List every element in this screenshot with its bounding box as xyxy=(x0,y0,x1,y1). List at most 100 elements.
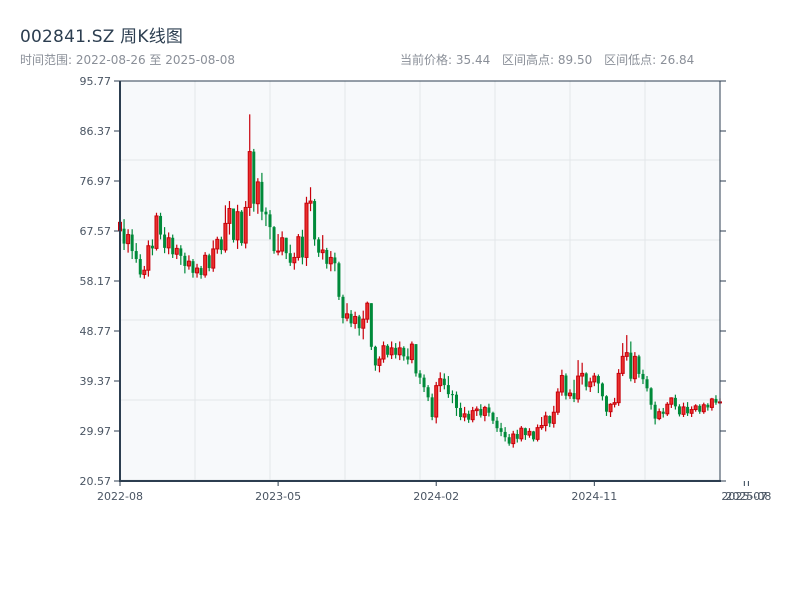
candle xyxy=(470,406,475,423)
candle xyxy=(434,381,439,424)
candle xyxy=(487,403,491,417)
candle xyxy=(507,434,511,446)
candle xyxy=(515,429,519,443)
x-tick-label: 2025-08 xyxy=(725,490,771,503)
candle xyxy=(159,212,163,240)
candle xyxy=(373,345,377,371)
candle xyxy=(247,114,252,216)
candle xyxy=(653,401,657,425)
candle xyxy=(357,314,361,336)
candle xyxy=(255,178,260,214)
y-tick-label: 67.57 xyxy=(80,225,112,238)
candle xyxy=(345,303,350,322)
candle xyxy=(260,172,264,221)
candle xyxy=(337,261,341,300)
candle xyxy=(183,252,187,274)
candle xyxy=(616,369,621,406)
candle xyxy=(612,397,617,408)
candle xyxy=(645,376,649,392)
candle xyxy=(588,377,593,393)
candle xyxy=(551,405,556,428)
candle xyxy=(632,352,637,383)
candle xyxy=(686,402,690,416)
candle xyxy=(714,395,718,405)
candle xyxy=(280,231,285,256)
candle xyxy=(333,252,337,272)
candle xyxy=(166,232,171,255)
candle xyxy=(495,417,499,432)
candle xyxy=(389,341,394,360)
candle xyxy=(596,374,600,394)
candle xyxy=(523,427,527,440)
candle xyxy=(503,427,507,442)
candle xyxy=(252,148,256,212)
candle xyxy=(649,387,653,410)
candle xyxy=(689,406,694,418)
y-tick-label: 20.57 xyxy=(80,475,112,488)
candle xyxy=(576,360,581,403)
x-tick-label: 2023-05 xyxy=(255,490,301,503)
candle xyxy=(511,430,516,448)
candle xyxy=(174,244,179,260)
x-tick-label: 2025-07 xyxy=(721,490,767,503)
current-price: 当前价格: 35.44 xyxy=(400,53,491,67)
candle xyxy=(142,265,147,279)
y-tick-label: 76.97 xyxy=(80,175,112,188)
candle xyxy=(207,253,211,272)
candle xyxy=(146,240,151,277)
y-tick-label: 86.37 xyxy=(80,125,112,138)
candle xyxy=(240,210,244,246)
x-tick-label: 2024-02 xyxy=(413,490,459,503)
candle xyxy=(620,343,625,377)
y-tick-label: 48.77 xyxy=(80,325,112,338)
candle xyxy=(304,196,309,266)
candle xyxy=(215,236,220,254)
candle xyxy=(292,252,297,270)
x-tick-label: 2022-08 xyxy=(97,490,143,503)
candle xyxy=(235,204,240,249)
candle xyxy=(462,406,467,422)
y-tick-label: 39.37 xyxy=(80,375,112,388)
candle xyxy=(527,428,532,438)
candle xyxy=(438,372,443,393)
candle xyxy=(482,405,487,422)
y-tick-label: 95.77 xyxy=(80,75,112,88)
candle xyxy=(126,229,131,253)
candle xyxy=(394,343,398,359)
candle xyxy=(232,208,236,243)
candle xyxy=(272,226,276,254)
candle xyxy=(397,341,402,361)
candle xyxy=(604,395,608,416)
candle xyxy=(539,417,544,430)
candle xyxy=(365,301,370,323)
candle xyxy=(661,407,665,418)
candle xyxy=(669,397,674,408)
candle xyxy=(328,251,333,272)
candle xyxy=(353,311,358,329)
candle xyxy=(203,252,208,278)
candle xyxy=(706,403,710,411)
candle xyxy=(313,198,317,246)
candle xyxy=(629,341,633,382)
candle xyxy=(519,426,524,442)
candle xyxy=(223,205,228,253)
candle xyxy=(154,212,159,251)
candle xyxy=(459,402,463,421)
candle xyxy=(268,210,272,240)
candle xyxy=(698,404,702,414)
candle xyxy=(446,376,450,398)
candle xyxy=(677,404,681,417)
candle xyxy=(665,402,670,416)
candle xyxy=(276,234,281,256)
candle xyxy=(641,369,645,385)
candle xyxy=(402,346,406,361)
candle xyxy=(409,341,414,364)
candle xyxy=(361,310,366,340)
candle xyxy=(138,254,142,278)
candle xyxy=(580,362,585,385)
candle xyxy=(386,344,390,358)
candle xyxy=(657,408,662,421)
candle xyxy=(491,411,495,424)
candle xyxy=(499,422,503,437)
